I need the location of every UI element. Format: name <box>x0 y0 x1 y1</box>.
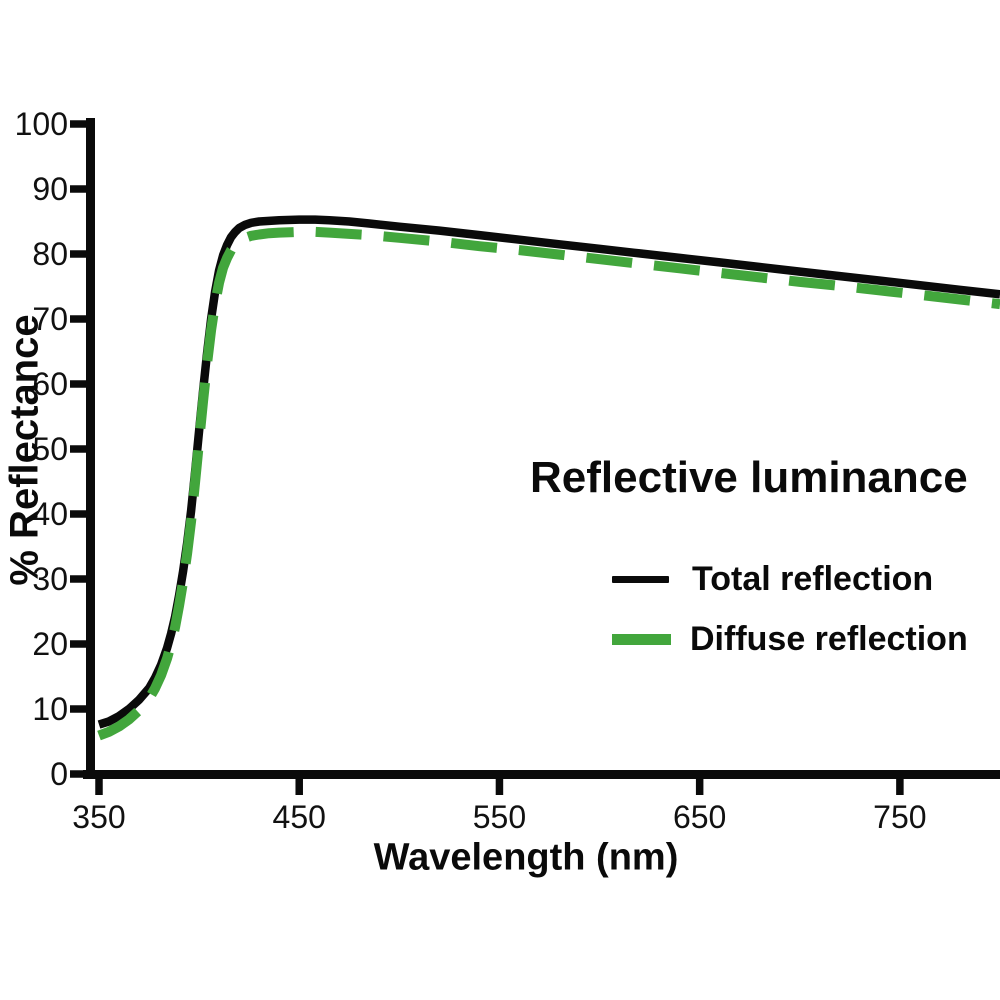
x-axis-ticks <box>95 779 904 795</box>
legend-label-total-reflection: Total reflection <box>692 560 934 598</box>
axes <box>83 118 1000 779</box>
data-series <box>97 215 1000 741</box>
y-axis-ticks <box>70 120 86 778</box>
y-tick-label: 40 <box>32 496 68 532</box>
series-line-total-reflection <box>97 215 1000 729</box>
x-tick-label: 350 <box>72 799 126 835</box>
y-tick-label: 50 <box>32 431 68 467</box>
legend-item-diffuse-reflection: Diffuse reflection <box>612 620 968 659</box>
y-tick-label: 20 <box>32 626 68 662</box>
x-tick-label: 650 <box>672 799 727 835</box>
y-tick-label: 10 <box>32 691 68 727</box>
legend-title: Reflective luminance <box>530 453 968 502</box>
legend-label-diffuse-reflection: Diffuse reflection <box>690 620 968 658</box>
dashed-line-swatch-icon <box>612 634 671 645</box>
y-axis-title: % Reflectance <box>2 314 47 586</box>
y-tick-label: 90 <box>32 171 68 207</box>
x-tick-label: 750 <box>873 799 927 835</box>
y-tick-label: 30 <box>32 561 68 597</box>
legend: Reflective luminance Total reflection Di… <box>530 453 1000 659</box>
x-tick-label: 450 <box>272 799 326 835</box>
x-axis-title: Wavelength (nm) <box>373 836 679 879</box>
y-tick-label: 60 <box>32 366 68 402</box>
y-tick-label: 0 <box>50 756 68 792</box>
solid-line-swatch-icon <box>612 576 669 583</box>
y-axis-line <box>86 118 95 779</box>
x-axis-line <box>83 770 1000 779</box>
y-tick-label: 70 <box>32 301 68 337</box>
legend-item-total-reflection: Total reflection <box>612 560 933 599</box>
y-tick-label: 100 <box>14 106 68 142</box>
x-tick-label: 550 <box>472 799 527 835</box>
y-tick-label: 80 <box>32 236 68 272</box>
